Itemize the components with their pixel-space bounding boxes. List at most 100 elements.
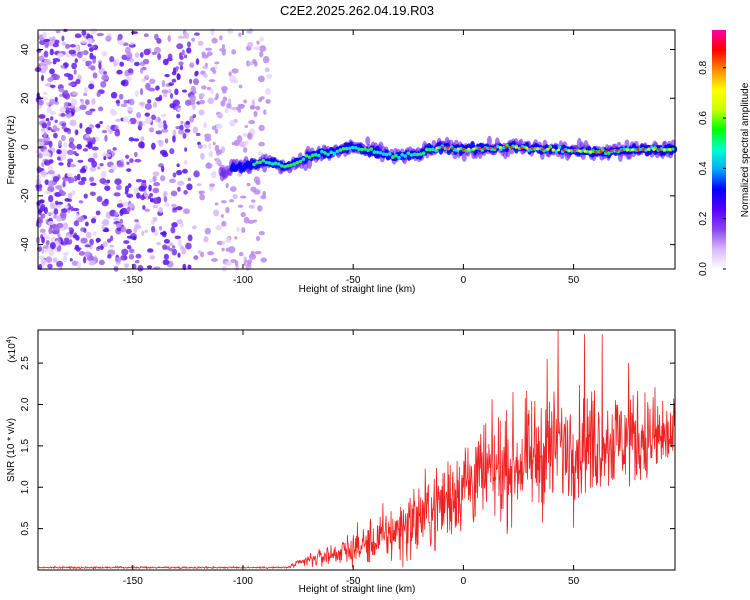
- noise-blob: [53, 208, 59, 215]
- noise-blob: [262, 56, 270, 64]
- spectrogram-y-tick-label: -40: [20, 237, 31, 252]
- noise-blob: [184, 99, 192, 106]
- signal-highlight: [307, 155, 312, 159]
- signal-peak: [652, 148, 656, 151]
- noise-blob: [158, 139, 164, 147]
- noise-blob: [74, 58, 78, 64]
- noise-blob: [176, 43, 184, 50]
- noise-blob: [40, 213, 46, 219]
- noise-blob: [204, 227, 212, 235]
- noise-blob: [172, 207, 177, 211]
- noise-blob: [198, 109, 205, 116]
- snr-frame: [37, 329, 676, 571]
- spectrogram-x-ticks: -150 -100 -50 0 50: [123, 30, 580, 286]
- snr-x-tick-label: 0: [461, 576, 467, 587]
- noise-blob: [176, 73, 181, 81]
- noise-blob: [45, 101, 50, 106]
- noise-blob: [183, 190, 188, 195]
- noise-blob: [101, 74, 109, 81]
- signal-highlight: [406, 151, 411, 155]
- noise-blob: [41, 96, 48, 101]
- noise-blob: [163, 239, 170, 244]
- noise-blob: [96, 32, 104, 37]
- noise-blob: [73, 175, 78, 182]
- noise-blob: [132, 263, 137, 270]
- noise-blob: [123, 99, 129, 104]
- noise-blob: [105, 124, 111, 132]
- snr-x-tick-label: -50: [346, 576, 361, 587]
- noise-blob: [184, 147, 188, 152]
- noise-blob: [47, 126, 52, 131]
- colorbar-label: Normalized spectral amplitude: [740, 82, 750, 217]
- noise-blob: [244, 124, 249, 129]
- noise-blob: [114, 178, 122, 186]
- signal-highlight: [557, 145, 562, 149]
- noise-blob: [214, 61, 220, 65]
- signal-highlight: [548, 145, 553, 149]
- signal-peak: [625, 148, 629, 152]
- noise-blob: [112, 147, 117, 151]
- noise-blob: [46, 106, 52, 114]
- noise-blob: [185, 120, 190, 125]
- noise-blob: [63, 89, 69, 95]
- noise-blob: [61, 123, 66, 127]
- noise-blob: [99, 163, 104, 167]
- noise-blob: [71, 62, 77, 70]
- signal-highlight: [421, 151, 426, 155]
- noise-blob: [91, 98, 96, 105]
- noise-blob: [55, 204, 62, 209]
- noise-blob: [208, 79, 216, 83]
- noise-blob: [220, 100, 226, 107]
- noise-blob: [237, 172, 243, 177]
- noise-blob: [243, 256, 247, 262]
- noise-blob: [91, 146, 99, 151]
- noise-blob: [43, 58, 52, 66]
- noise-blob: [58, 188, 64, 195]
- noise-blob: [126, 51, 133, 59]
- signal-peak: [482, 146, 487, 150]
- noise-blob: [59, 106, 66, 114]
- noise-blob: [47, 180, 55, 188]
- noise-blob: [152, 187, 160, 194]
- signal-peak: [583, 149, 587, 153]
- noise-blob: [80, 51, 84, 55]
- signal-peak: [535, 147, 540, 151]
- spectrogram-x-axis-label: Height of straight line (km): [299, 284, 416, 295]
- noise-blob: [169, 148, 175, 155]
- noise-blob: [221, 44, 226, 49]
- noise-blob: [71, 190, 76, 196]
- noise-blob: [227, 28, 234, 35]
- noise-blob: [76, 262, 82, 269]
- noise-blob: [81, 29, 87, 36]
- noise-blob: [86, 33, 91, 38]
- noise-blob: [79, 168, 87, 174]
- noise-blob: [89, 166, 97, 172]
- signal-highlight: [366, 148, 370, 153]
- noise-blob: [153, 229, 159, 237]
- noise-blob: [114, 256, 122, 263]
- noise-blob: [119, 218, 124, 225]
- noise-blob: [243, 140, 249, 146]
- noise-blob: [221, 240, 226, 245]
- noise-blob: [151, 51, 157, 55]
- noise-blob: [126, 193, 134, 198]
- noise-blob: [259, 96, 265, 100]
- snr-x-ticks: -150 -100 -50 0 50: [123, 330, 580, 587]
- spectrogram-signal-layer: [218, 135, 678, 182]
- signal-highlight: [495, 144, 500, 149]
- signal-peak: [609, 149, 614, 153]
- signal-highlight: [286, 164, 290, 168]
- noise-blob: [153, 182, 161, 187]
- noise-blob: [255, 235, 261, 242]
- noise-blob: [152, 197, 160, 205]
- noise-blob: [228, 97, 232, 105]
- noise-blob: [38, 222, 42, 228]
- snr-y-tick-label: 1.0: [20, 480, 31, 494]
- signal-peak: [525, 146, 529, 150]
- noise-blob: [103, 71, 108, 75]
- noise-blob: [237, 204, 244, 208]
- noise-blob: [149, 255, 156, 260]
- noise-blob: [197, 250, 202, 254]
- noise-blob: [57, 201, 64, 205]
- noise-blob: [128, 137, 135, 142]
